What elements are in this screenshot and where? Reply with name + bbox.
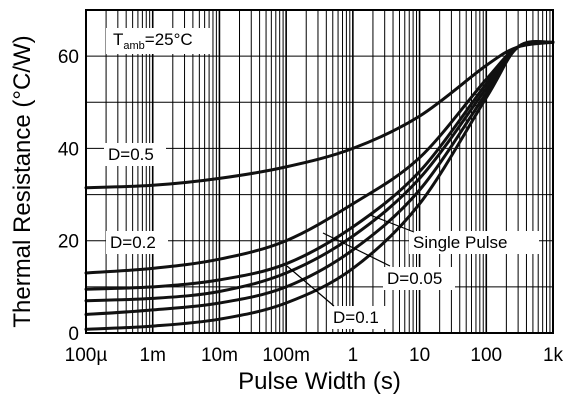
x-tick-label: 100m (262, 345, 310, 366)
x-tick-label: 100 (470, 345, 502, 366)
x-tick-label: 100µ (65, 345, 108, 366)
condition-main: T (113, 30, 123, 49)
series-label-bg (409, 231, 539, 254)
y-axis-label: Thermal Resistance (°C/W) (9, 35, 36, 327)
condition-rest: =25°C (145, 30, 193, 49)
series-label: D=0.05 (387, 269, 442, 288)
series-label-bg (329, 306, 391, 329)
y-tick-label: 40 (58, 139, 79, 160)
series-line (84, 40, 555, 190)
series-label: D=0.1 (333, 308, 379, 327)
condition-sub: amb (123, 40, 144, 52)
x-tick-label: 10m (201, 345, 238, 366)
series-label: Single Pulse (413, 233, 508, 252)
leader-line (286, 265, 335, 307)
series-label-bg (106, 231, 168, 254)
series-label: D=0.5 (108, 145, 154, 164)
x-tick-label: 1k (543, 345, 564, 366)
grid (85, 9, 553, 334)
x-axis-label: Pulse Width (s) (238, 368, 401, 395)
y-tick-label: 0 (68, 324, 79, 345)
condition-label-bg (106, 28, 210, 54)
annotations: D=0.5 D=0.2 Single Pulse D=0.05 D=0.1 (104, 28, 539, 329)
x-tick-label: 1 (348, 345, 359, 366)
x-tick-label: 10 (409, 345, 430, 366)
leader-line (322, 232, 391, 267)
y-tick-label: 60 (58, 47, 79, 68)
x-tick-label: 1m (140, 345, 166, 366)
curves (84, 39, 555, 331)
series-line (84, 39, 555, 331)
x-tick-labels: 100µ 1m 10m 100m 1 10 100 1k (65, 345, 564, 366)
leader-line (369, 214, 415, 233)
condition-label: Tamb=25°C (113, 30, 193, 52)
y-tick-labels: 0 20 40 60 (58, 47, 79, 345)
series-label: D=0.2 (110, 233, 156, 252)
series-label-bg (383, 267, 455, 290)
y-tick-label: 20 (58, 232, 79, 253)
plot-frame (85, 9, 554, 334)
series-label-bg (104, 143, 166, 166)
